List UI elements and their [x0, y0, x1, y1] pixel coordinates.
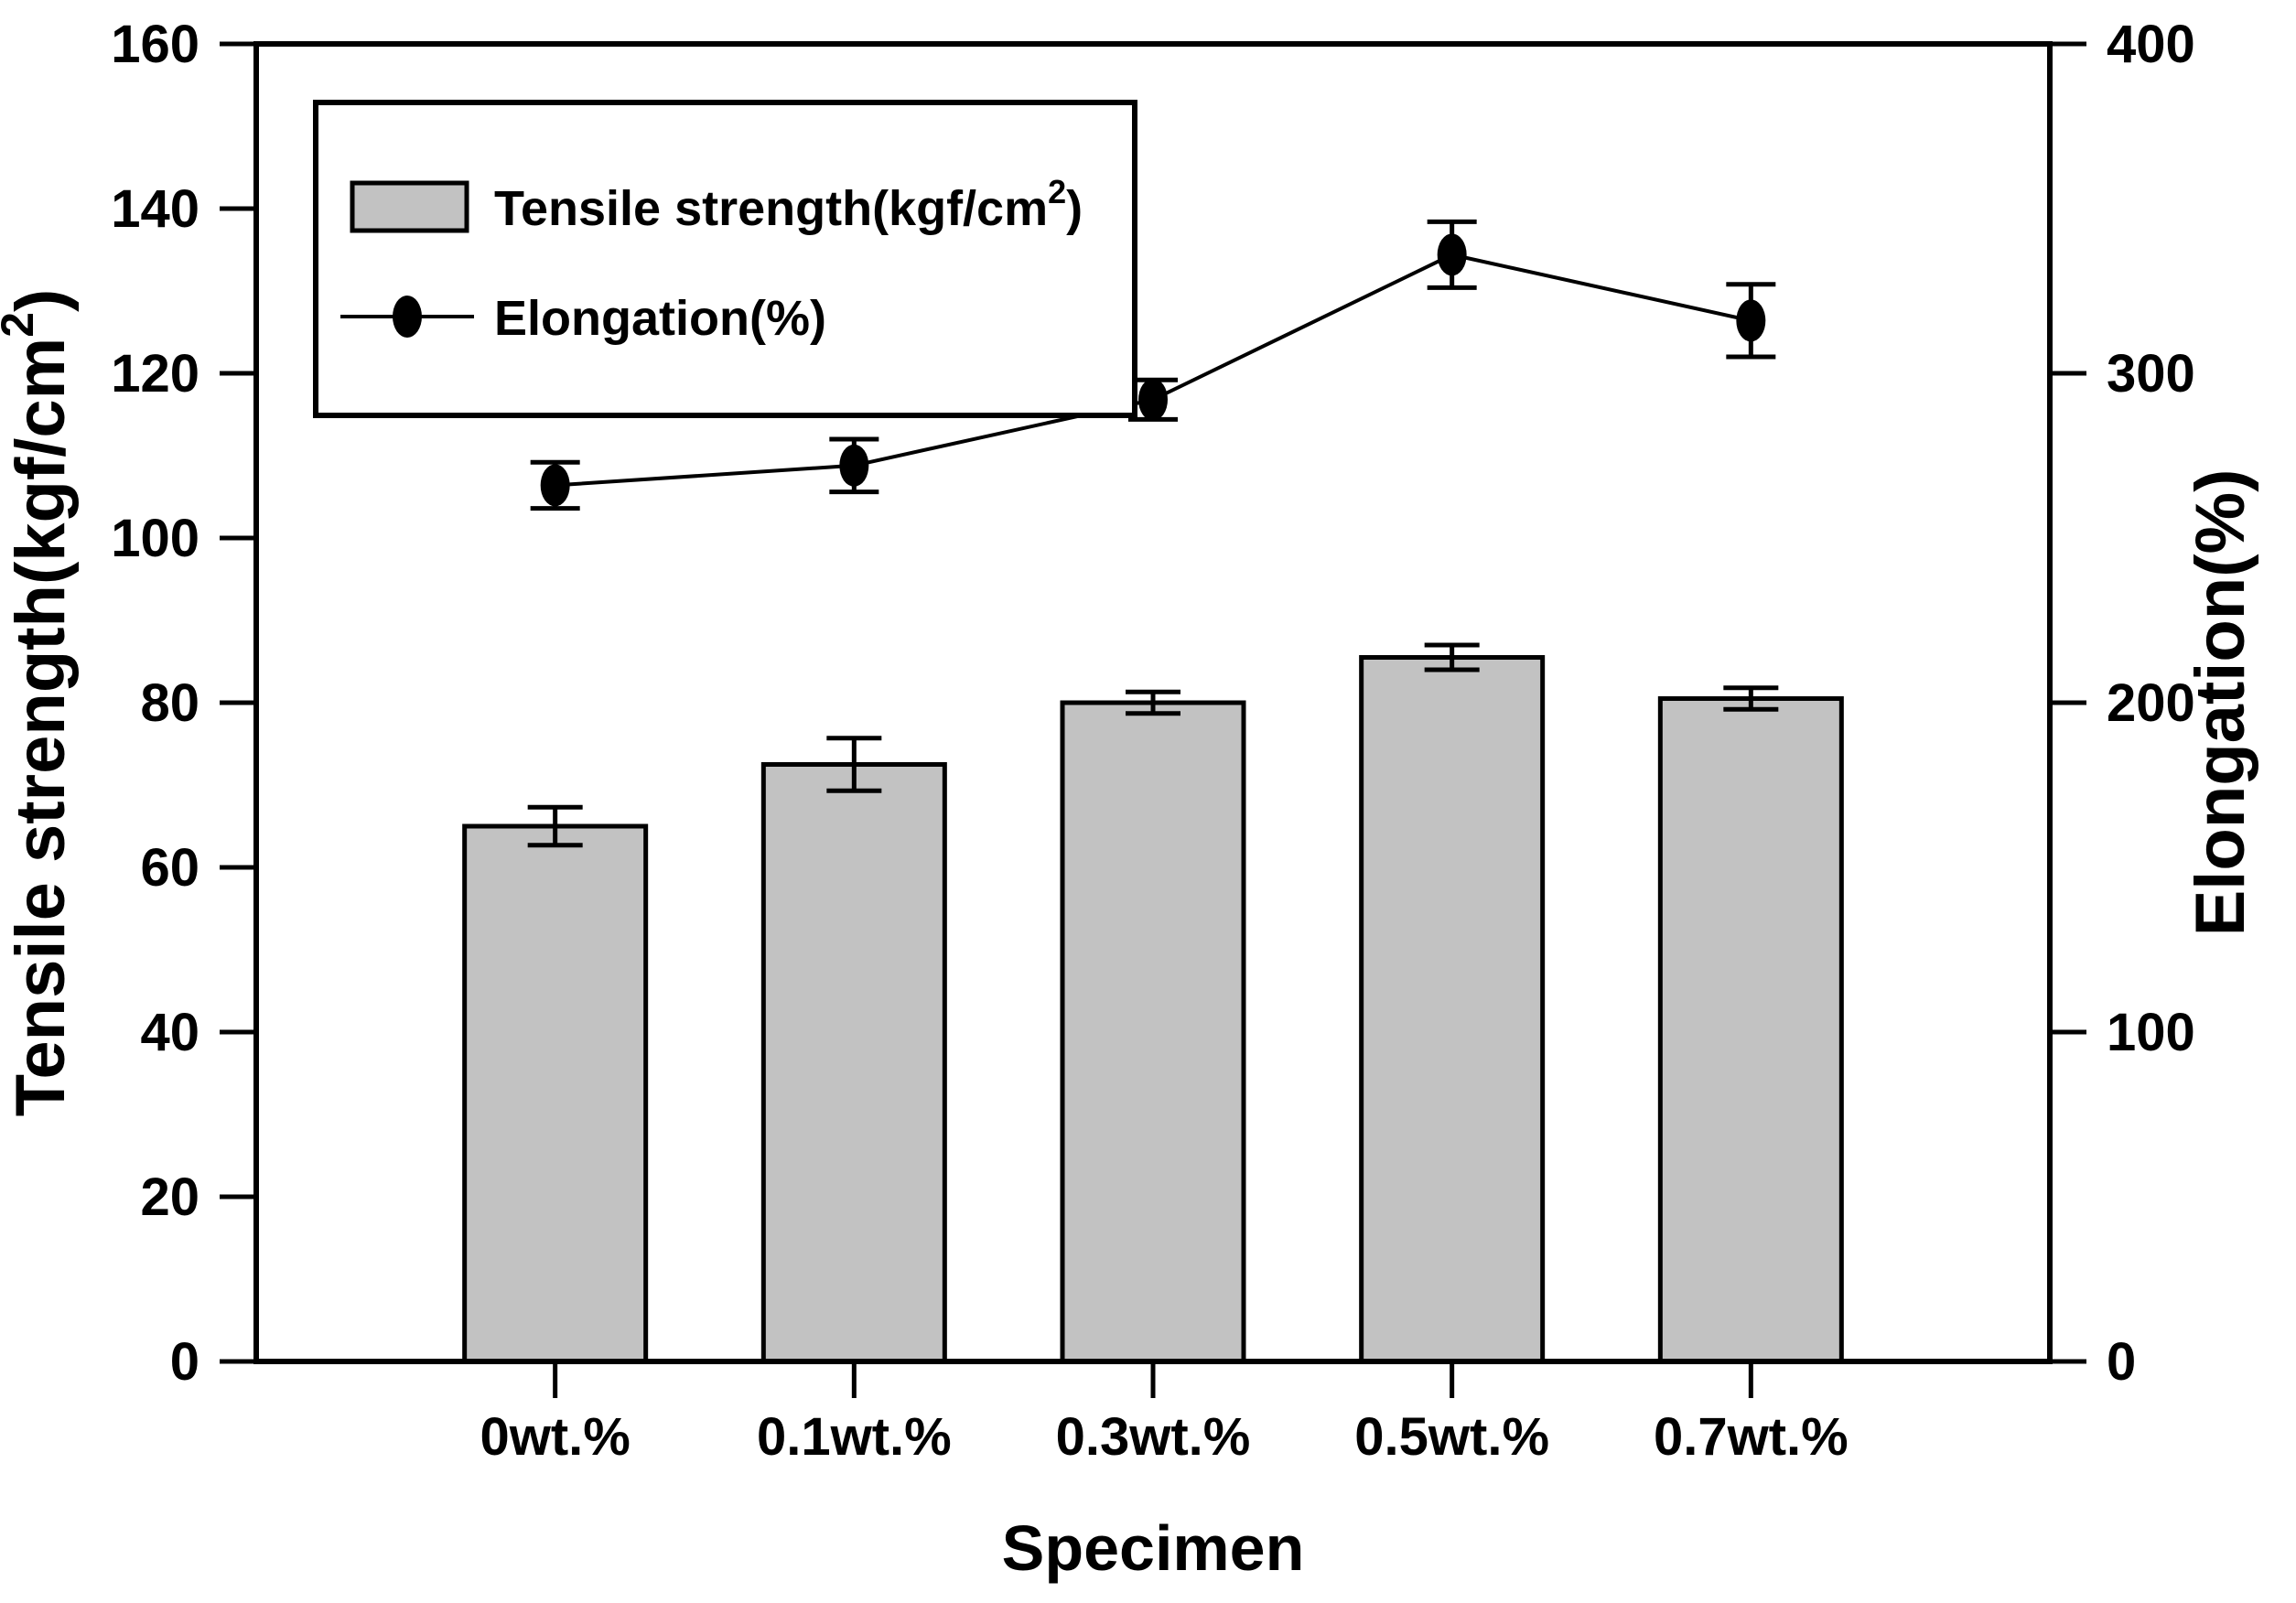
left-tick-label: 120	[111, 344, 199, 403]
right-tick-label: 100	[2107, 1003, 2195, 1062]
x-category-label: 0.7wt.%	[1654, 1407, 1849, 1467]
legend-box	[313, 100, 1137, 418]
elongation-point-01wt	[839, 444, 869, 487]
legend-swatch-tensile	[350, 180, 469, 233]
tensile-bar-03wt	[1060, 700, 1246, 1364]
tensile-bar-05wt	[1359, 655, 1546, 1364]
right-tick-label: 0	[2107, 1332, 2136, 1392]
elongation-point-07wt	[1736, 299, 1766, 342]
x-axis-title: Specimen	[1002, 1512, 1305, 1584]
tensile-bar-01wt	[760, 762, 947, 1364]
x-category-label: 0.5wt.%	[1354, 1407, 1549, 1467]
right-tick-label: 200	[2107, 673, 2195, 733]
tensile-bar-07wt	[1657, 696, 1844, 1364]
legend-label-elongation: Elongation(%)	[494, 291, 826, 346]
elongation-point-05wt	[1437, 233, 1467, 276]
x-category-label: 0wt.%	[480, 1407, 630, 1467]
left-tick-label: 80	[140, 673, 199, 733]
right-tick-label: 400	[2107, 15, 2195, 74]
elongation-point-03wt	[1138, 378, 1168, 421]
right-tick-label: 300	[2107, 344, 2195, 403]
legend-marker-elongation	[393, 296, 422, 338]
x-category-label: 0.1wt.%	[757, 1407, 952, 1467]
left-tick-label: 160	[111, 15, 199, 74]
left-tick-label: 0	[170, 1332, 199, 1392]
legend-label-tensile: Tensile strength(kgf/cm2)	[494, 173, 1083, 236]
elongation-point-0wt	[540, 464, 570, 507]
right-axis-title: Elongation(%)	[2182, 469, 2259, 937]
left-tick-label: 40	[140, 1003, 199, 1062]
left-tick-label: 140	[111, 179, 199, 239]
x-category-label: 0.3wt.%	[1056, 1407, 1251, 1467]
left-tick-label: 100	[111, 509, 199, 568]
left-tick-label: 20	[140, 1167, 199, 1227]
tensile-bar-0wt	[462, 823, 649, 1364]
left-axis-title: Tensile strength(kgf/cm2)	[0, 289, 80, 1117]
left-tick-label: 60	[140, 838, 199, 898]
